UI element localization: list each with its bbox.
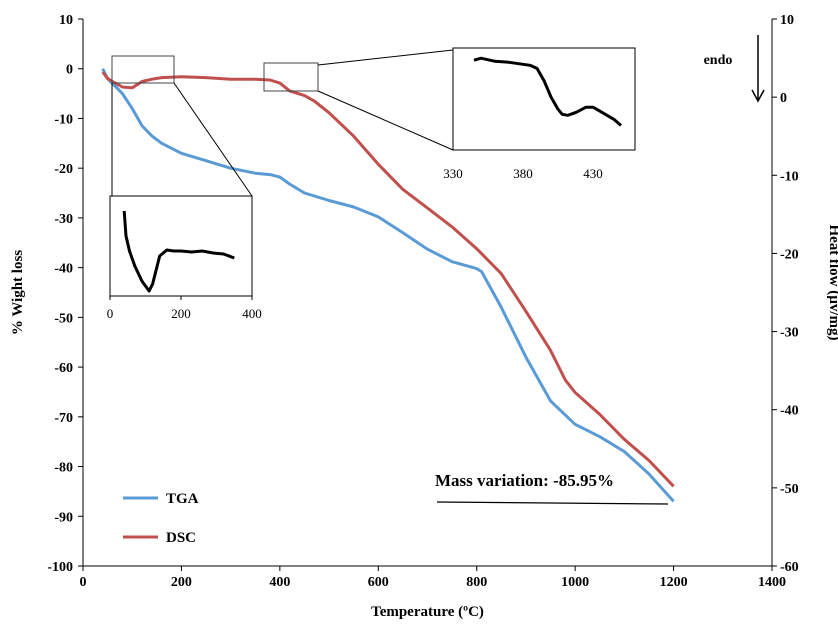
x-tick-label: 400 xyxy=(269,575,290,590)
x-tick-label: 0 xyxy=(80,575,87,590)
y-right-tick-label: -30 xyxy=(780,326,799,341)
endo-arrow-head xyxy=(751,89,765,103)
connector-line xyxy=(317,49,454,66)
series-line-dsc xyxy=(101,71,675,488)
y-right-tick-label: -60 xyxy=(780,560,799,575)
inset-x-tick-label: 0 xyxy=(107,306,114,321)
inset-x-tick-label: 200 xyxy=(171,306,191,321)
y-left-tick-label: -70 xyxy=(54,411,73,426)
y-right-tick-label: 10 xyxy=(780,13,794,28)
y-left-tick-label: 0 xyxy=(66,63,73,78)
y-left-tick-label: -90 xyxy=(54,510,73,525)
y-right-tick-label: -50 xyxy=(780,482,799,497)
y-left-tick-label: -10 xyxy=(54,112,73,127)
inset-x-tick-label: 430 xyxy=(583,166,603,181)
inset-x-tick-label: 330 xyxy=(443,166,463,181)
x-tick-label: 600 xyxy=(368,575,389,590)
y-left-tick-label: -40 xyxy=(54,262,73,277)
y-right-tick-label: -20 xyxy=(780,247,799,262)
y-axis-right-title: Heat flow (µv/mg) xyxy=(826,224,838,340)
inset-series-line-mid xyxy=(473,56,622,127)
x-tick-label: 1200 xyxy=(660,575,688,590)
inset-frame-low xyxy=(109,195,253,297)
y-right-tick-label: -10 xyxy=(780,169,799,184)
x-tick-label: 800 xyxy=(466,575,487,590)
y-left-tick-label: -80 xyxy=(54,461,73,476)
x-axis-title: Temperature (ºC) xyxy=(371,604,484,620)
inset-x-tick-label: 400 xyxy=(242,306,262,321)
x-tick-label: 200 xyxy=(171,575,192,590)
connector-line xyxy=(317,90,454,151)
y-axis-left-title: % Wight loss xyxy=(10,250,26,335)
x-tick-label: 1000 xyxy=(561,575,589,590)
legend-label-dsc: DSC xyxy=(166,530,196,546)
inset-frame-mid xyxy=(452,47,636,151)
y-right-tick-label: -40 xyxy=(780,404,799,419)
endo-annotation: endo xyxy=(704,53,733,68)
y-left-tick-label: -100 xyxy=(47,560,73,575)
y-right-tick-label: 0 xyxy=(780,91,787,106)
inset-series-line-low xyxy=(122,210,235,293)
inset-x-tick-label: 380 xyxy=(513,166,533,181)
y-left-tick-label: -20 xyxy=(54,162,73,177)
mass-variation-line xyxy=(436,501,669,505)
legend-label-tga: TGA xyxy=(166,491,199,507)
zoom-box-low-temp xyxy=(111,55,175,84)
mass-variation-annotation: Mass variation: -85.95% xyxy=(435,471,614,490)
y-left-tick-label: -30 xyxy=(54,212,73,227)
x-tick-label: 1400 xyxy=(758,575,786,590)
zoom-box-mid-temp xyxy=(263,62,319,92)
y-left-tick-label: -50 xyxy=(54,311,73,326)
y-left-tick-label: -60 xyxy=(54,361,73,376)
y-left-tick-label: 10 xyxy=(59,13,73,28)
series-line-tga xyxy=(101,68,675,503)
connector-line xyxy=(173,82,253,197)
